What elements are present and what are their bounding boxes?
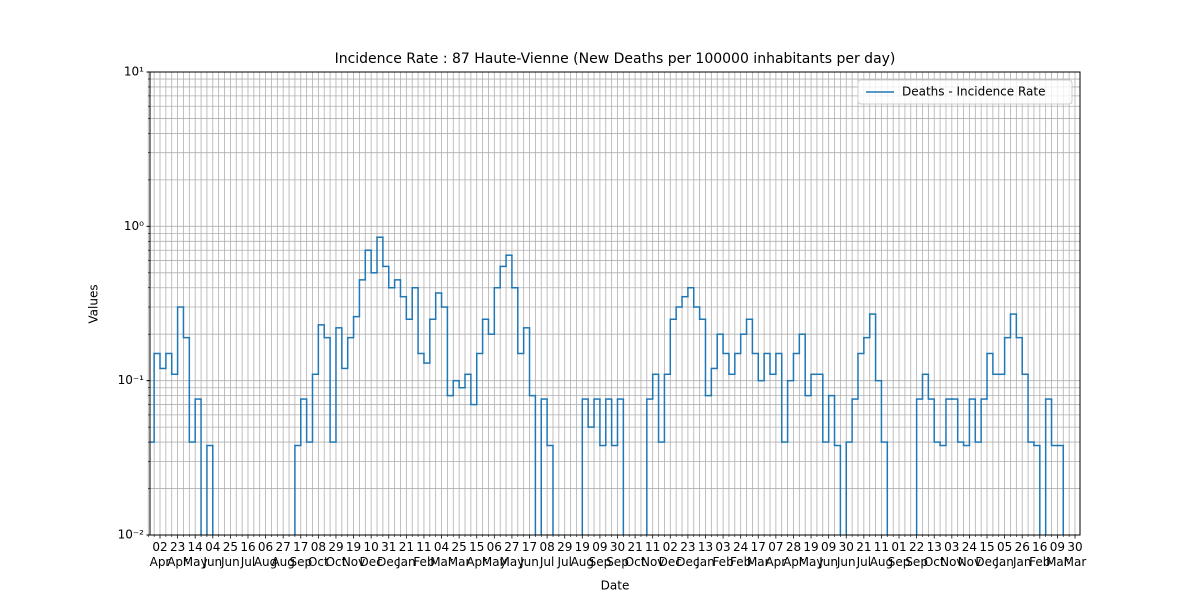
- x-tick-label: 22 Sep: [905, 540, 928, 569]
- y-tick-label: 10⁰: [124, 219, 144, 233]
- x-tick-label: 17 Mar: [746, 540, 770, 569]
- x-tick-label: 07 Apr: [765, 540, 787, 569]
- x-tick-label: 02 Dec: [658, 540, 682, 569]
- x-tick-label: 14 May: [182, 540, 208, 569]
- x-tick-label: 30 Mar: [1063, 540, 1087, 569]
- x-tick-label: 27 May: [499, 540, 525, 569]
- x-tick-label: 25 Jun: [221, 540, 240, 569]
- y-axis-label: Values: [87, 284, 101, 323]
- x-tick-label: 13 Oct: [923, 540, 945, 569]
- x-tick-label: 16 Feb: [1029, 540, 1051, 569]
- x-tick-label: 30 Sep: [606, 540, 629, 569]
- x-tick-label: 11 Aug: [869, 540, 894, 569]
- x-tick-label: 08 Oct: [307, 540, 329, 569]
- x-tick-label: 05 Jan: [995, 540, 1014, 569]
- x-tick-label: 29 Jul: [557, 540, 573, 569]
- y-tick-label: 10⁻²: [118, 528, 145, 542]
- x-tick-label: 23 Dec: [676, 540, 700, 569]
- x-tick-label: 13 Jan: [696, 540, 715, 569]
- x-tick-label: 11 Feb: [413, 540, 435, 569]
- axes-frame: [149, 71, 1081, 536]
- x-tick-label: 10 Dec: [359, 540, 383, 569]
- x-tick-label: 09 Jun: [819, 540, 839, 569]
- x-tick-label: 15 Dec: [975, 540, 999, 569]
- x-tick-label: 04 Jun: [203, 540, 223, 569]
- x-tick-label: 01 Sep: [887, 540, 911, 569]
- x-tick-label: 19 May: [798, 540, 824, 569]
- x-tick-label: 30 Jun: [836, 540, 856, 569]
- x-tick-label: 28 Apr: [783, 540, 804, 569]
- x-tick-label: 19 Aug: [570, 540, 595, 569]
- x-tick-label: 11 Nov: [640, 540, 665, 569]
- x-tick-label: 06 Aug: [253, 540, 278, 569]
- x-tick-label: 24 Nov: [957, 540, 982, 569]
- chart-title: Incidence Rate : 87 Haute-Vienne (New De…: [335, 51, 896, 67]
- x-tick-label: 09 Sep: [588, 540, 612, 569]
- x-tick-label: 08 Jul: [539, 540, 555, 569]
- x-axis-label: Date: [601, 579, 630, 593]
- legend-label: Deaths - Incidence Rate: [902, 85, 1046, 99]
- x-tick-label: 29 Oct: [325, 540, 347, 569]
- x-tick-label: 24 Feb: [730, 540, 752, 569]
- x-tick-label: 27 Aug: [271, 540, 295, 569]
- x-tick-label: 06 May: [481, 540, 507, 569]
- x-tick-label: 04 Mar: [430, 540, 453, 569]
- x-tick-label: 02 Apr: [149, 540, 171, 569]
- x-tick-label: 17 Jun: [520, 540, 539, 569]
- y-tick-label: 10⁻¹: [118, 373, 145, 387]
- x-tick-label: 26 Jan: [1012, 540, 1032, 569]
- x-tick-label: 21 Jul: [856, 540, 872, 569]
- x-tick-label: 19 Nov: [341, 540, 366, 569]
- x-tick-label: 21 Jan: [397, 540, 416, 569]
- x-tick-label: 16 Jul: [240, 540, 256, 569]
- x-tick-label: 03 Nov: [940, 540, 964, 569]
- plot: [150, 236, 1065, 535]
- x-tick-label: 09 Mar: [1046, 540, 1069, 569]
- y-tick-label: 10¹: [124, 65, 144, 79]
- x-tick-label: 31 Dec: [377, 540, 401, 569]
- x-tick-label: 15 Apr: [466, 540, 488, 569]
- legend-box: [857, 79, 1073, 105]
- grid: [147, 71, 1080, 536]
- x-tick-label: 21 Oct: [624, 540, 646, 569]
- x-tick-label: 25 Mar: [447, 540, 471, 569]
- x-tick-label: 03 Feb: [712, 540, 734, 569]
- x-tick-label: 23 Apr: [167, 540, 188, 569]
- x-tick-label: 17 Sep: [289, 540, 313, 569]
